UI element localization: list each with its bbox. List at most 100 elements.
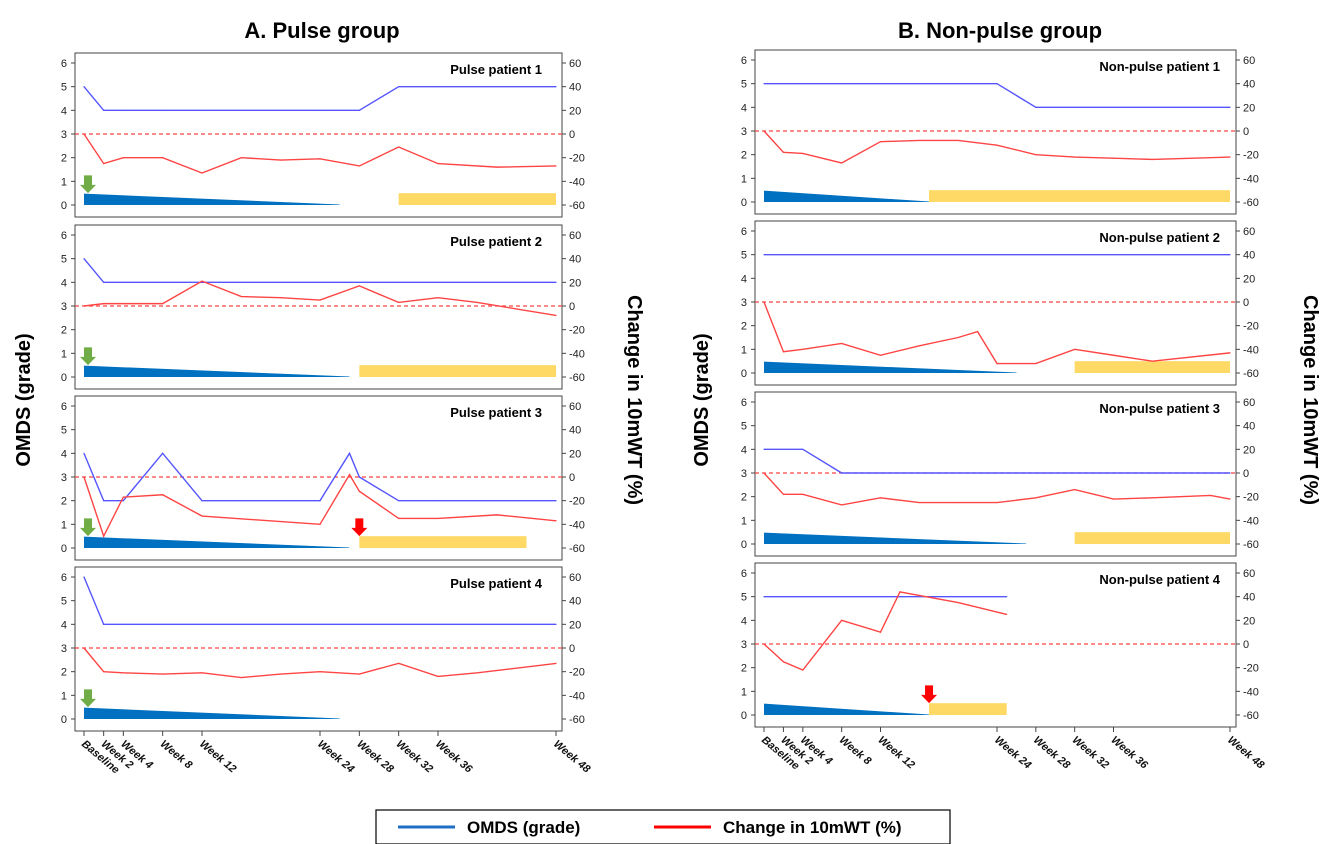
omds-point — [398, 500, 400, 502]
omds-point — [802, 448, 804, 450]
panel-title: Non-pulse patient 4 — [1099, 572, 1220, 587]
right-tick-label: -20 — [569, 325, 585, 337]
walk-change-point — [996, 362, 998, 365]
walk-change-point — [201, 280, 203, 282]
pulse-patient-1-panel: 0 1 2 3 4 5 6 -60 -40 -20 0 20 40 60 Pulse patient 1 — [61, 52, 585, 218]
steroid-taper-area — [764, 703, 930, 715]
walk-change-point — [763, 301, 765, 303]
right-tick-label: -40 — [569, 690, 585, 702]
right-tick-label: 20 — [1243, 273, 1255, 285]
omds-point — [122, 109, 124, 111]
walk-change-point — [280, 159, 282, 161]
omds-point — [103, 281, 105, 283]
treatment-period-bar — [359, 365, 556, 377]
left-tick-label: 4 — [61, 277, 67, 289]
right-tick-label: 20 — [1243, 444, 1255, 456]
legend-omds-label: OMDS (grade) — [467, 818, 580, 837]
walk-change-point — [437, 675, 439, 678]
walk-change-point — [348, 474, 351, 476]
panel-title: Pulse patient 3 — [450, 405, 542, 420]
omds-point — [358, 476, 360, 478]
left-tick-label: 5 — [741, 421, 747, 433]
left-tick-label: 4 — [741, 444, 747, 456]
left-tick-label: 2 — [741, 663, 747, 675]
walk-change-point — [555, 314, 557, 317]
left-tick-label: 6 — [741, 397, 747, 409]
left-tick-label: 6 — [61, 401, 67, 413]
red-down-arrow-icon — [351, 518, 368, 537]
green-down-arrow-icon — [80, 518, 96, 537]
omds-point — [201, 109, 203, 111]
walk-change-point — [976, 330, 979, 333]
x-tick-label: Week 36 — [1109, 734, 1151, 772]
right-tick-label: 0 — [1243, 126, 1249, 138]
right-tick-label: 60 — [569, 58, 581, 70]
walk-change-point — [802, 348, 804, 350]
omds-point — [555, 86, 557, 88]
left-tick-label: 2 — [741, 321, 747, 333]
walk-change-point — [957, 601, 959, 604]
right-tick-label: -20 — [1243, 321, 1259, 333]
omds-point — [319, 109, 321, 111]
pulse-patient-3-frame — [74, 395, 563, 561]
pulse-group-title: A. Pulse group — [244, 18, 399, 43]
right-tick-label: 40 — [1243, 421, 1255, 433]
walk-change-point — [996, 501, 998, 504]
left-tick-label: 3 — [741, 297, 747, 309]
walk-change-point — [358, 490, 360, 492]
walk-change-line — [763, 301, 1231, 365]
omds-point — [398, 86, 400, 88]
left-tick-label: 4 — [61, 105, 67, 117]
walk-change-point — [1151, 360, 1153, 362]
right-tick-label: -40 — [569, 348, 585, 360]
right-tick-label: -60 — [1243, 197, 1259, 209]
left-tick-label: 4 — [61, 619, 67, 631]
non-pulse-patient-3-frame — [754, 391, 1237, 557]
non-pulse-patient-2-panel: 0 1 2 3 4 5 6 -60 -40 -20 0 20 40 60 Non-pulse patient… — [741, 220, 1259, 386]
left-tick-label: 1 — [741, 686, 747, 698]
treatment-period-bar — [929, 190, 1230, 202]
right-tick-label: 0 — [1243, 639, 1249, 651]
walk-change-point — [1035, 362, 1037, 365]
omds-point — [437, 500, 439, 502]
left-tick-label: 5 — [741, 592, 747, 604]
steroid-taper-area — [84, 707, 340, 719]
right-tick-label: -40 — [1243, 515, 1259, 527]
left-tick-label: 2 — [741, 150, 747, 162]
treatment-period-bar — [1074, 532, 1230, 544]
right-tick-label: -40 — [1243, 173, 1259, 185]
walk-change-point — [103, 162, 105, 165]
right-tick-label: 0 — [1243, 468, 1249, 480]
walk-change-point — [802, 493, 804, 495]
right-tick-label: -20 — [1243, 150, 1259, 162]
walk-change-point — [918, 345, 920, 347]
walk-change-point — [437, 162, 439, 165]
left-tick-label: 5 — [61, 425, 67, 437]
pulse-patient-1-frame — [74, 52, 563, 218]
right-tick-label: -60 — [1243, 539, 1259, 551]
walk-change-point — [555, 662, 557, 664]
omds-point — [763, 254, 765, 256]
right-tick-label: -40 — [569, 519, 585, 531]
right-tick-label: 40 — [1243, 592, 1255, 604]
walk-change-point — [398, 146, 400, 148]
right-tick-label: -20 — [1243, 492, 1259, 504]
non-pulse-patient-4-frame — [754, 562, 1237, 728]
right-tick-label: 40 — [569, 82, 581, 94]
left-tick-label: 0 — [61, 200, 67, 212]
walk-change-point — [879, 631, 882, 633]
left-tick-label: 3 — [61, 643, 67, 655]
steroid-taper-area — [764, 190, 930, 202]
left-tick-label: 2 — [61, 153, 67, 165]
omds-point — [122, 500, 124, 502]
right-tick-label: 60 — [569, 572, 581, 584]
walk-change-point — [83, 133, 85, 135]
left-tick-label: 6 — [741, 568, 747, 580]
walk-change-point — [1229, 498, 1231, 500]
omds-line — [764, 82, 1230, 109]
omds-point — [162, 109, 164, 111]
left-tick-label: 0 — [741, 539, 747, 551]
walk-change-point — [83, 305, 85, 307]
